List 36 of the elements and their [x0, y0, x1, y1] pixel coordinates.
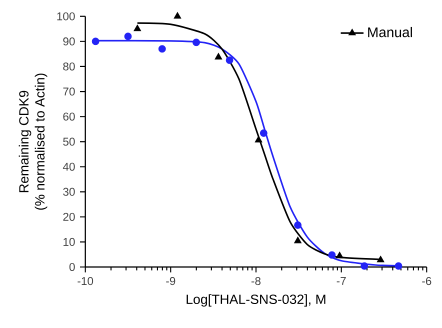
point [336, 252, 344, 258]
point [360, 262, 368, 270]
point [192, 38, 200, 46]
point [254, 136, 262, 142]
y-tick-label: 100 [57, 12, 75, 20]
point [294, 221, 302, 229]
point [158, 45, 166, 53]
point [134, 24, 142, 32]
y-tick-label: 80 [63, 62, 75, 70]
point [394, 262, 402, 270]
point [92, 38, 100, 46]
y-tick-label: 40 [62, 162, 75, 171]
point [294, 236, 302, 244]
point [226, 56, 234, 64]
point [214, 52, 222, 60]
x-tick-label: -9 [166, 277, 176, 286]
point [124, 32, 132, 40]
y-tick-label: 10 [64, 238, 75, 246]
point [260, 129, 268, 137]
y-tick-label: 70 [63, 88, 75, 96]
y-tick-label: 30 [63, 188, 75, 196]
y-tick-label: 0 [69, 262, 75, 272]
legend-label: Manual [368, 26, 412, 38]
x-tick-label: -6 [422, 277, 432, 286]
x-tick-label: -8 [251, 277, 261, 286]
point [328, 251, 336, 259]
y-axis-title: Remaining CDK9 (% normalised to Actin) [18, 74, 48, 210]
y-tick-label: 90 [63, 37, 75, 46]
y-tick-label: 50 [63, 138, 75, 146]
x-tick-label: -10 [78, 277, 94, 286]
x-axis-title: Log[THAL-SNS-032], M [186, 294, 326, 307]
y-tick-label: 60 [63, 112, 75, 121]
x-tick-label: -7 [336, 277, 346, 285]
point [174, 12, 182, 19]
point [376, 256, 384, 262]
y-tick-label: 20 [63, 212, 75, 221]
